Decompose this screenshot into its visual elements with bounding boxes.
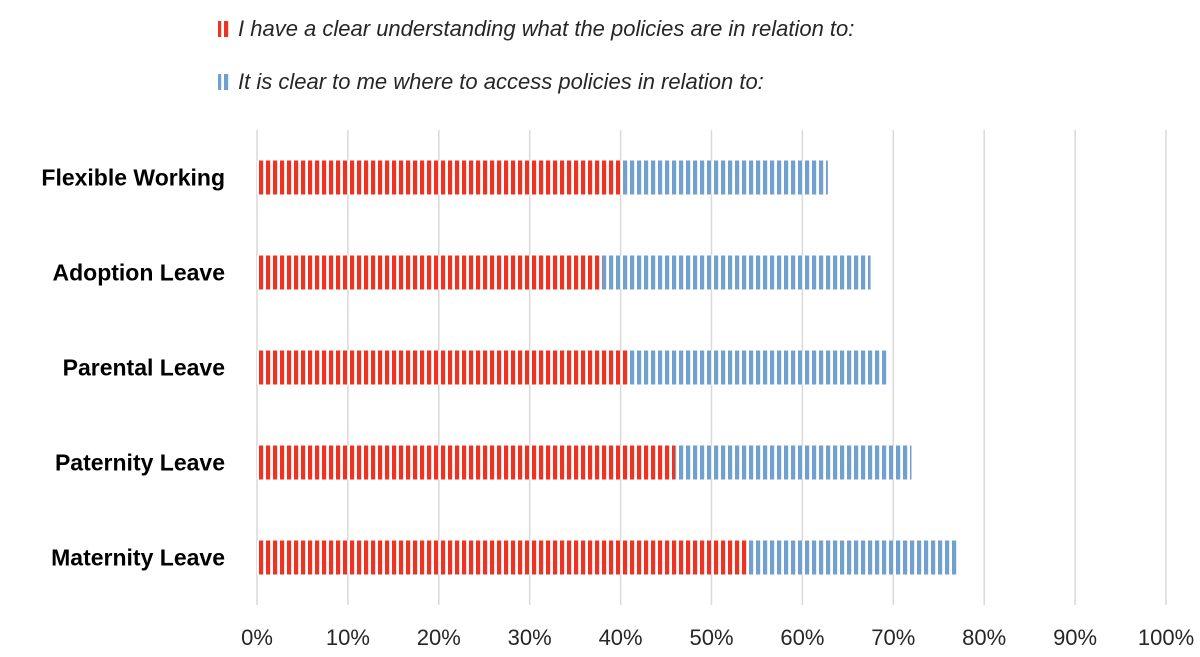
bars (257, 160, 957, 575)
category-labels: Flexible Working Adoption Leave Parental L… (41, 165, 225, 571)
x-tick-label: 80% (962, 625, 1006, 650)
legend-label-2: It is clear to me where to access polici… (238, 69, 764, 94)
bar-1-adoption-leave (257, 255, 603, 290)
legend-swatch-2 (218, 74, 231, 90)
category-label: Maternity Leave (51, 545, 225, 571)
bar-1-paternity-leave (257, 445, 676, 480)
x-tick-label: 30% (508, 625, 552, 650)
category-label: Paternity Leave (55, 450, 225, 476)
x-tick-label: 20% (417, 625, 461, 650)
legend: I have a clear understanding what the po… (218, 16, 854, 94)
x-tick-label: 0% (241, 625, 273, 650)
bar-2-paternity-leave (675, 445, 912, 480)
x-axis-tick-labels: 0% 10% 20% 30% 40% 50% 60% 70% 80% 90% 100% (241, 625, 1194, 650)
category-label: Adoption Leave (52, 260, 225, 286)
legend-label-1: I have a clear understanding what the po… (238, 16, 854, 41)
x-tick-label: 10% (326, 625, 370, 650)
bar-2-parental-leave (629, 350, 889, 385)
x-tick-label: 70% (871, 625, 915, 650)
category-label: Parental Leave (63, 355, 225, 381)
x-tick-label: 40% (599, 625, 643, 650)
x-tick-label: 100% (1138, 625, 1194, 650)
category-label: Flexible Working (41, 165, 225, 191)
bar-1-parental-leave (257, 350, 630, 385)
x-tick-label: 90% (1053, 625, 1097, 650)
bar-1-flexible-working (257, 160, 621, 195)
bar-1-maternity-leave (257, 540, 748, 575)
legend-swatch-1 (218, 21, 231, 37)
bar-2-flexible-working (620, 160, 828, 195)
bar-2-adoption-leave (602, 255, 871, 290)
bar-2-maternity-leave (747, 540, 957, 575)
x-tick-label: 50% (689, 625, 733, 650)
x-tick-label: 60% (780, 625, 824, 650)
